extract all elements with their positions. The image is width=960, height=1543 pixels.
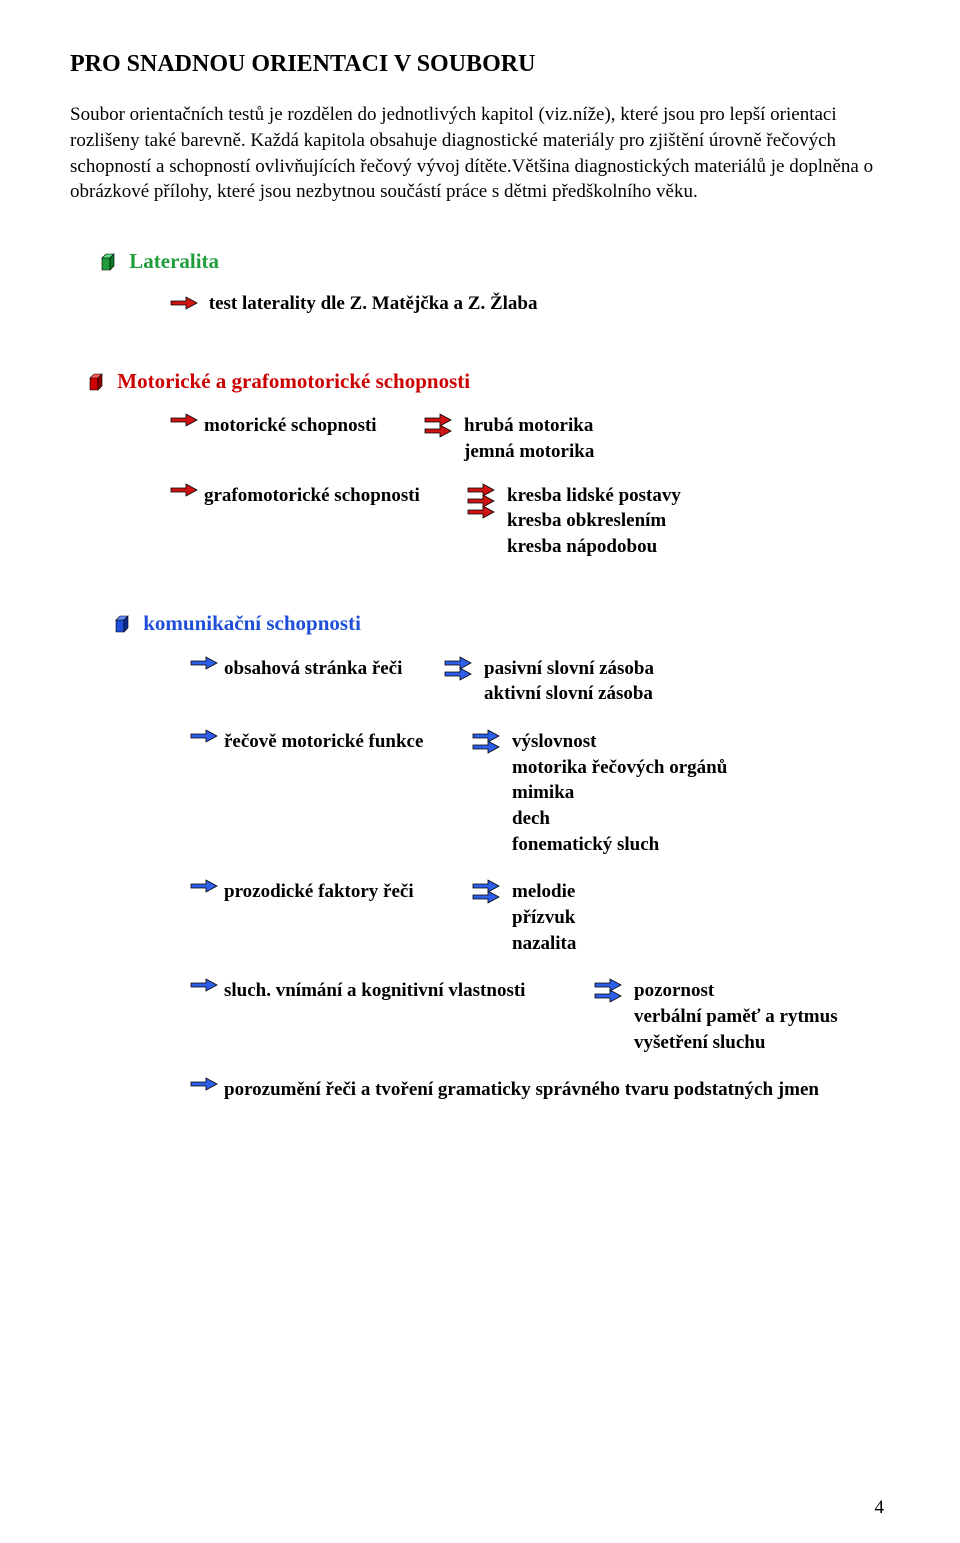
lateralita-item: test laterality dle Z. Matějčka a Z. Žla… xyxy=(209,293,538,314)
motoricke-r2-right3: kresba nápodobou xyxy=(507,534,681,560)
section-komunikacni: komunikační schopnosti obsahová stránka … xyxy=(70,609,890,1102)
kom-r1-right2: aktivní slovní zásoba xyxy=(484,681,654,707)
page-number: 4 xyxy=(875,1495,885,1521)
cube-icon xyxy=(86,372,104,390)
kom-r4-right3: vyšetření sluchu xyxy=(634,1030,838,1056)
kom-r2-right5: fonematický sluch xyxy=(512,832,727,858)
section-motoricke: Motorické a grafomotorické schopnosti mo… xyxy=(70,367,890,560)
komunikacni-heading: komunikační schopnosti xyxy=(143,611,361,635)
cube-icon xyxy=(98,252,116,270)
kom-r3-right2: přízvuk xyxy=(512,905,576,931)
kom-r2-left: řečově motorické funkce xyxy=(224,729,472,755)
arrow-icon xyxy=(170,483,198,497)
kom-r2-right4: dech xyxy=(512,806,727,832)
kom-r5: porozumění řeči a tvoření gramaticky spr… xyxy=(224,1077,884,1103)
arrow-icon xyxy=(472,890,500,904)
arrow-icon xyxy=(444,667,472,681)
page-title: PRO SNADNOU ORIENTACI V SOUBORU xyxy=(70,48,890,80)
arrow-icon xyxy=(472,740,500,754)
arrow-icon xyxy=(190,729,218,743)
motoricke-r2-right2: kresba obkreslením xyxy=(507,508,681,534)
arrow-icon xyxy=(594,989,622,1003)
cube-icon xyxy=(112,614,130,632)
kom-r1-right1: pasivní slovní zásoba xyxy=(484,656,654,682)
motoricke-heading: Motorické a grafomotorické schopnosti xyxy=(117,369,470,393)
kom-r4-right1: pozornost xyxy=(634,978,838,1004)
kom-r2-right2: motorika řečových orgánů xyxy=(512,755,727,781)
arrow-icon xyxy=(190,1077,218,1091)
motoricke-r1-right2: jemná motorika xyxy=(464,439,594,465)
section-lateralita: Lateralita test laterality dle Z. Matějč… xyxy=(70,247,890,317)
arrow-icon xyxy=(170,413,198,427)
kom-r4-left: sluch. vnímání a kognitivní vlastnosti xyxy=(224,978,594,1004)
arrow-icon xyxy=(467,505,495,519)
kom-r3-right3: nazalita xyxy=(512,931,576,957)
motoricke-r2-right1: kresba lidské postavy xyxy=(507,483,681,509)
lateralita-heading: Lateralita xyxy=(129,249,219,273)
kom-r3-right1: melodie xyxy=(512,879,576,905)
motoricke-r1-left: motorické schopnosti xyxy=(204,413,424,439)
arrow-icon xyxy=(424,424,452,438)
kom-r1-left: obsahová stránka řeči xyxy=(224,656,444,682)
arrow-icon xyxy=(190,978,218,992)
motoricke-r2-left: grafomotorické schopnosti xyxy=(204,483,467,509)
kom-r2-right3: mimika xyxy=(512,780,727,806)
motoricke-r1-right1: hrubá motorika xyxy=(464,413,594,439)
kom-r4-right2: verbální paměť a rytmus xyxy=(634,1004,838,1030)
arrow-icon xyxy=(190,656,218,670)
arrow-icon xyxy=(170,296,198,310)
kom-r3-left: prozodické faktory řeči xyxy=(224,879,472,905)
kom-r2-right1: výslovnost xyxy=(512,729,727,755)
intro-paragraph: Soubor orientačních testů je rozdělen do… xyxy=(70,102,890,205)
arrow-icon xyxy=(190,879,218,893)
